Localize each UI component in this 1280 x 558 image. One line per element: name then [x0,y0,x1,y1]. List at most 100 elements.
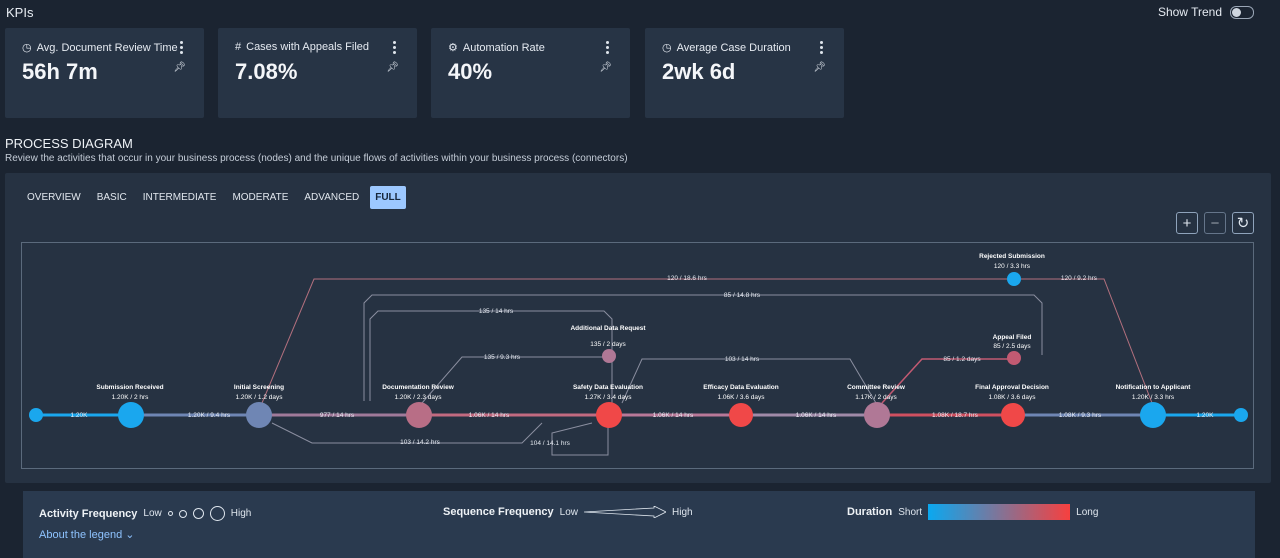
pin-icon[interactable]: 📌︎ [386,62,399,73]
diagram-panel [5,173,1271,483]
tab-advanced[interactable]: ADVANCED [304,192,360,203]
duration-legend: Duration Short Long [847,504,1098,520]
legend-title: Duration [847,506,893,518]
edge-label: 1.20K / 9.4 hrs [188,412,231,419]
legend-short: Short [898,506,923,518]
tab-intermediate[interactable]: INTERMEDIATE [142,192,217,203]
kpi-label: Automation Rate [462,41,545,54]
edge-label: 103 / 14.2 hrs [400,439,440,446]
edge-appeal-docreview [363,294,1043,401]
tab-basic[interactable]: BASIC [96,192,127,203]
process-diagram-svg: 1.20K 1.20K / 9.4 hrs 977 / 14 hrs 1.06K… [29,253,1248,456]
node-safety-evaluation[interactable] [596,402,622,428]
edge-label: 85 / 14.8 hrs [724,292,761,299]
clock-icon: ◷ [22,42,32,54]
kpi-label: Cases with Appeals Filed [246,41,370,53]
node-stats: 120 / 3.3 hrs [994,263,1031,270]
node-title: Final Approval Decision [975,384,1049,391]
node-stats: 135 / 2 days [590,341,626,348]
edge-label: 120 / 9.2 hrs [1061,275,1098,282]
node-submission-received[interactable] [118,402,144,428]
process-diagram-title: PROCESS DIAGRAM [5,136,133,151]
node-initial-screening[interactable] [246,402,272,428]
node-title: Appeal Filed [993,334,1032,341]
process-diagram-canvas[interactable]: 1.20K 1.20K / 9.4 hrs 977 / 14 hrs 1.06K… [21,242,1254,469]
edge-label: 85 / 1.2 days [943,356,981,363]
edge-label: 135 / 9.3 hrs [484,354,521,361]
duration-gradient [928,504,1071,520]
edge-label: 135 / 14 hrs [479,308,514,315]
detail-level-tabs: OVERVIEW BASIC INTERMEDIATE MODERATE ADV… [22,186,412,209]
node-title: Initial Screening [234,384,284,391]
node-stats: 1.08K / 3.6 days [989,394,1037,401]
node-stats: 1.27K / 3.4 days [585,394,633,401]
kebab-menu-icon[interactable] [820,41,824,56]
node-final-approval[interactable] [1001,403,1025,427]
kpi-label: Avg. Document Review Time [36,41,178,54]
end-node[interactable] [1234,408,1248,422]
node-stats: 1.20K / 1.2 days [236,394,284,401]
kebab-menu-icon[interactable] [393,41,397,56]
clock-icon: ◷ [662,42,672,54]
node-title: Submission Received [96,384,163,391]
edge-rejected-notify [1014,278,1153,404]
kpi-card-appeals: # Cases with Appeals Filed 7.08% 📌︎ [218,28,417,118]
reset-view-button[interactable]: ↻ [1232,212,1254,234]
node-title: Documentation Review [382,384,454,391]
edge-label: 1.06K / 14 hrs [469,412,510,419]
show-trend-label: Show Trend [1157,5,1222,19]
kpi-value: 56h 7m [22,59,98,84]
edge-label: 977 / 14 hrs [320,412,355,419]
zoom-in-button[interactable]: + [1176,212,1198,234]
edge-label: 120 / 18.6 hrs [667,275,707,282]
kpi-card-automation: ⚙ Automation Rate 40% 📌︎ [431,28,630,118]
kpi-value: 7.08% [235,59,298,84]
node-stats: 85 / 2.5 days [993,343,1031,350]
edge-label: 1.06K / 14 hrs [796,412,837,419]
edge-docreview-adr [421,356,608,404]
pin-icon[interactable]: 📌︎ [599,62,612,73]
toggle-switch[interactable] [1230,5,1254,19]
show-trend-toggle[interactable]: Show Trend [1158,5,1254,19]
edge-label: 1.08K / 9.3 hrs [1059,412,1102,419]
node-stats: 1.06K / 3.6 days [718,394,766,401]
tab-moderate[interactable]: MODERATE [232,192,289,203]
node-appeal-filed[interactable] [1007,351,1021,365]
node-rejected-submission[interactable] [1007,272,1021,286]
edge-label: 104 / 14.1 hrs [530,440,570,447]
chevron-down-icon: ⌄ [125,529,135,541]
edge-committee-appeal [881,358,1012,404]
edge-label: 1.08K / 18.7 hrs [932,412,979,419]
kpi-value: 2wk 6d [662,59,736,84]
edge-safety-loop [551,422,609,456]
pin-icon[interactable]: 📌︎ [173,62,186,73]
legend-long: Long [1076,506,1099,518]
arrow-wedge-icon [584,506,667,518]
node-additional-data-request[interactable] [602,349,616,363]
node-title: Safety Data Evaluation [573,384,643,391]
circle-xs-icon [167,511,173,516]
pin-icon[interactable]: 📌︎ [813,62,826,73]
tab-full[interactable]: FULL [370,186,406,209]
zoom-out-button[interactable]: − [1204,212,1226,234]
node-notification[interactable] [1140,402,1166,428]
legend-low: Low [559,506,579,518]
kebab-menu-icon[interactable] [180,41,184,56]
legend-title: Sequence Frequency [443,506,554,518]
node-committee-review[interactable] [864,402,890,428]
edge-label: 1.06K / 14 hrs [653,412,694,419]
process-diagram-subtitle: Review the activities that occur in your… [5,153,628,164]
node-title: Additional Data Request [570,325,646,332]
tab-overview[interactable]: OVERVIEW [27,192,81,203]
kpi-card-case-duration: ◷ Average Case Duration 2wk 6d 📌︎ [645,28,844,118]
node-title: Efficacy Data Evaluation [703,384,779,391]
legend-high: High [230,508,252,519]
edge-adr-docreview [369,310,613,403]
kebab-menu-icon[interactable] [606,41,610,56]
node-documentation-review[interactable] [406,402,432,428]
about-legend-link[interactable]: About the legend ⌄ [39,529,135,541]
start-node[interactable] [29,408,43,422]
edge-label: 1.20K [1197,412,1215,419]
node-stats: 1.20K / 3.3 hrs [1132,394,1175,401]
node-efficacy-evaluation[interactable] [729,403,753,427]
